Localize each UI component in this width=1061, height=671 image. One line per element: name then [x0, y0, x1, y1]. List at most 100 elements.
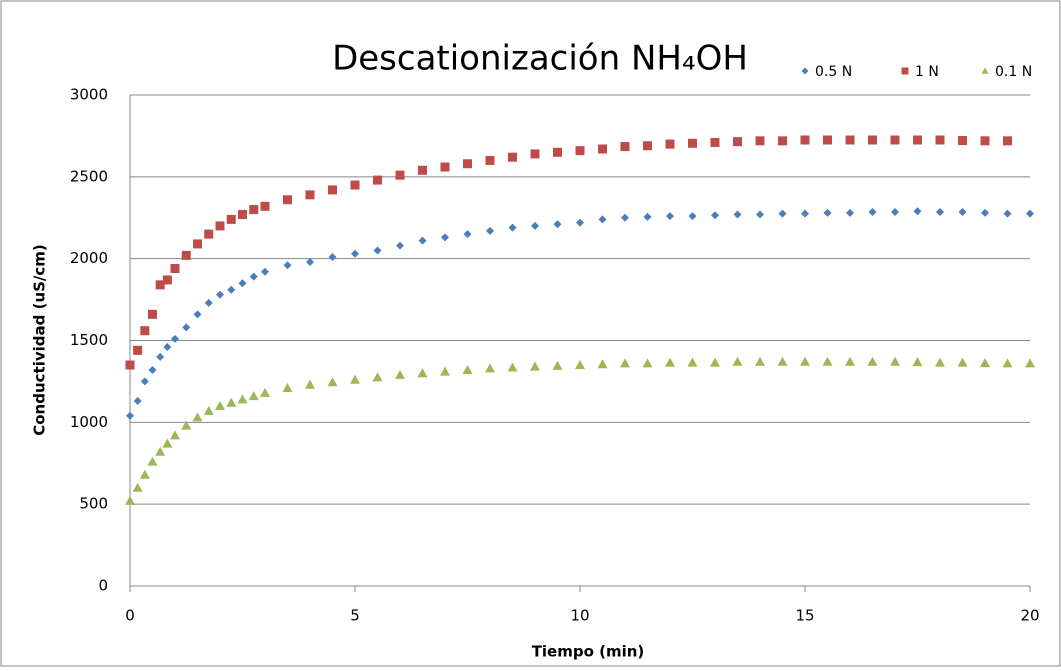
data-point	[958, 135, 967, 145]
x-tick-label: 5	[350, 607, 360, 625]
data-point	[140, 326, 150, 336]
data-point	[328, 185, 337, 195]
data-point	[665, 357, 675, 367]
x-tick-label: 20	[1020, 607, 1039, 625]
data-point	[552, 360, 563, 370]
data-point	[643, 141, 652, 151]
data-point	[373, 175, 382, 185]
data-point	[800, 135, 810, 145]
data-point	[485, 363, 495, 373]
data-point	[665, 139, 675, 149]
data-point	[777, 356, 788, 366]
data-point	[147, 456, 158, 466]
data-point	[162, 438, 173, 448]
data-point	[170, 430, 180, 440]
y-tick-label: 1000	[70, 413, 108, 431]
data-point	[913, 207, 922, 216]
data-point	[620, 142, 630, 152]
data-point	[553, 147, 562, 157]
data-point	[890, 135, 900, 145]
data-point	[980, 358, 990, 368]
data-point	[215, 221, 225, 231]
data-point	[237, 394, 248, 404]
data-point	[133, 397, 142, 406]
data-point	[395, 369, 405, 379]
data-point	[688, 138, 697, 148]
data-point	[155, 446, 166, 456]
data-point	[215, 400, 225, 410]
data-point	[666, 212, 674, 221]
data-point	[248, 391, 259, 401]
data-point	[980, 136, 990, 146]
data-point	[350, 180, 360, 190]
y-tick-label: 3000	[70, 86, 108, 104]
y-tick-label: 0	[98, 577, 108, 595]
data-point	[912, 357, 923, 367]
data-point	[867, 356, 878, 366]
data-point	[800, 356, 810, 366]
data-point	[755, 136, 765, 146]
data-point	[531, 221, 539, 230]
data-point	[132, 482, 143, 492]
data-point	[282, 382, 293, 392]
data-point	[372, 372, 383, 382]
data-point	[890, 356, 900, 366]
data-point	[710, 137, 720, 147]
data-point	[801, 209, 809, 218]
data-point	[395, 170, 405, 180]
data-point	[598, 215, 607, 224]
data-point	[440, 162, 450, 172]
data-point	[162, 275, 172, 285]
y-tick-label: 1500	[70, 331, 108, 349]
legend-marker	[981, 67, 989, 74]
data-point	[249, 205, 259, 215]
data-point	[935, 357, 945, 367]
data-point	[733, 137, 742, 147]
legend-marker	[901, 67, 909, 75]
data-point	[125, 495, 135, 505]
data-point	[643, 212, 652, 221]
data-point	[327, 377, 338, 387]
data-point	[485, 155, 495, 165]
legend-label: 1 N	[915, 64, 939, 80]
data-point	[463, 159, 472, 169]
data-point	[732, 356, 743, 366]
data-point	[148, 365, 157, 374]
y-tick-label: 500	[79, 495, 108, 513]
data-point	[182, 323, 191, 332]
data-point	[204, 229, 214, 239]
data-point	[845, 135, 855, 145]
data-point	[913, 135, 922, 145]
data-point	[530, 149, 540, 159]
data-point	[283, 261, 292, 270]
data-point	[822, 356, 833, 366]
data-point	[1026, 209, 1034, 218]
data-point	[192, 412, 203, 422]
data-point	[261, 267, 269, 276]
x-tick-label: 15	[795, 607, 814, 625]
data-point	[238, 209, 247, 219]
data-point	[823, 135, 832, 145]
data-point	[396, 241, 404, 250]
data-point	[283, 195, 292, 205]
data-point	[778, 209, 787, 218]
data-point	[148, 309, 157, 319]
data-point	[204, 298, 213, 307]
data-point	[418, 236, 427, 245]
chart-title: Descationización NH₄OH	[332, 39, 748, 79]
data-point	[249, 272, 258, 281]
data-point	[417, 368, 428, 378]
data-point	[981, 208, 989, 217]
x-axis-label: Tiempo (min)	[532, 643, 645, 661]
data-point	[462, 364, 473, 374]
data-point	[133, 345, 143, 355]
data-point	[845, 356, 855, 366]
data-point	[687, 357, 698, 367]
data-point	[642, 358, 653, 368]
data-point	[576, 218, 584, 227]
data-point	[328, 253, 337, 262]
data-point	[958, 208, 967, 217]
legend-label: 0.1 N	[995, 64, 1032, 80]
data-point	[846, 208, 854, 217]
data-point	[373, 246, 382, 255]
